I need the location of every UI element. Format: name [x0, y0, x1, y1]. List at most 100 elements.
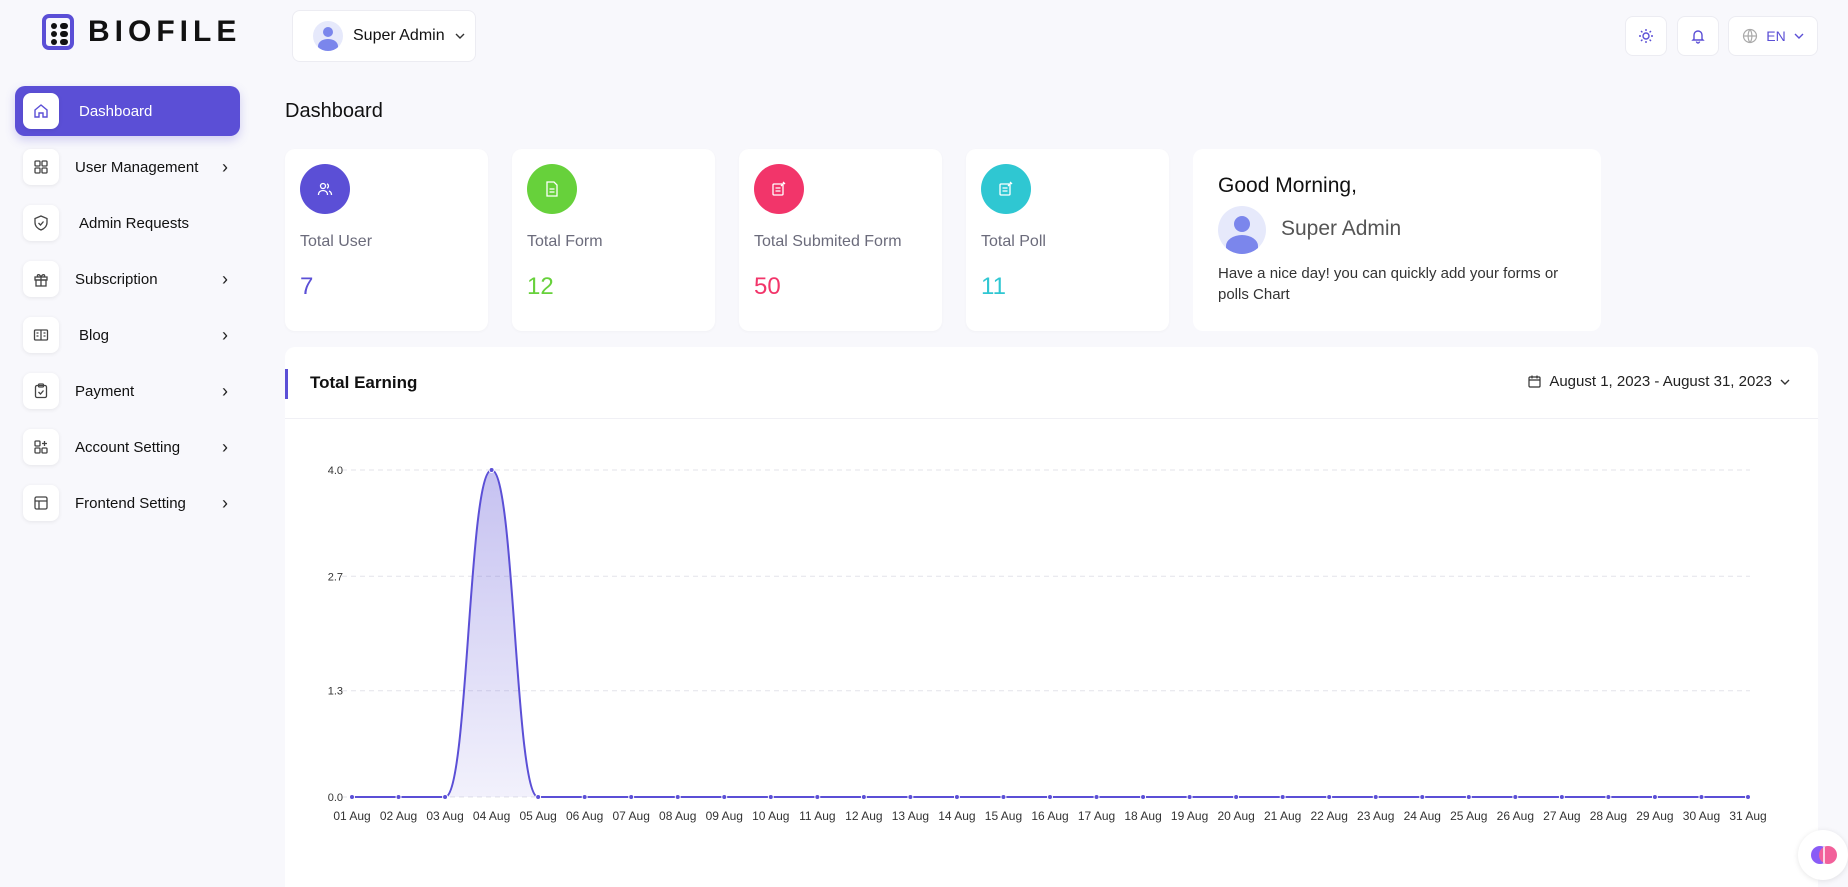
user-name: Super Admin: [353, 27, 445, 44]
grid-icon: [23, 149, 59, 185]
sidebar-item-label: Dashboard: [79, 102, 153, 120]
x-tick-label: 14 Aug: [938, 809, 975, 823]
blog-icon: [23, 317, 59, 353]
data-point: [1186, 794, 1193, 800]
data-point: [814, 794, 821, 800]
x-tick-label: 30 Aug: [1683, 809, 1720, 823]
data-point: [767, 794, 774, 800]
data-point: [1465, 794, 1472, 800]
brand-logo[interactable]: BIOFILE: [42, 14, 241, 50]
gift-icon: [23, 261, 59, 297]
data-point: [395, 794, 402, 800]
x-tick-label: 17 Aug: [1078, 809, 1115, 823]
title-accent-bar: [285, 369, 288, 399]
x-tick-label: 01 Aug: [333, 809, 370, 823]
sidebar-item-payment[interactable]: Payment ›: [15, 366, 240, 416]
sidebar-item-dashboard[interactable]: Dashboard: [15, 86, 240, 136]
y-tick-label: 2.7: [328, 571, 343, 583]
data-point: [442, 794, 449, 800]
chevron-right-icon: ›: [222, 324, 228, 345]
x-tick-label: 03 Aug: [426, 809, 463, 823]
stat-label: Total User: [300, 233, 373, 250]
language-dropdown[interactable]: EN: [1728, 16, 1818, 56]
chevron-right-icon: ›: [222, 268, 228, 289]
clipboard-check-icon: [23, 373, 59, 409]
x-tick-label: 13 Aug: [892, 809, 929, 823]
stat-label: Total Submited Form: [754, 233, 902, 250]
greeting-message: Have a nice day! you can quickly add you…: [1218, 265, 1559, 303]
data-point: [1279, 794, 1286, 800]
chevron-down-icon: [1780, 379, 1790, 385]
date-range-picker[interactable]: August 1, 2023 - August 31, 2023: [1528, 373, 1790, 390]
sidebar-item-label: Blog: [79, 326, 110, 344]
stat-label: Total Form: [527, 233, 603, 250]
total-earning-card: Total Earning August 1, 2023 - August 31…: [285, 347, 1818, 887]
x-tick-label: 10 Aug: [752, 809, 789, 823]
y-tick-label: 1.3: [328, 686, 343, 698]
sidebar-item-account-setting[interactable]: Account Setting ›: [15, 422, 240, 472]
x-tick-label: 28 Aug: [1590, 809, 1627, 823]
data-point: [674, 794, 681, 800]
brand-name: BIOFILE: [88, 15, 242, 48]
y-tick-label: 4.0: [328, 465, 343, 477]
data-point: [1605, 794, 1612, 800]
stat-label: Total Poll: [981, 233, 1046, 250]
layout-icon: [23, 485, 59, 521]
sidebar-item-frontend-setting[interactable]: Frontend Setting ›: [15, 478, 240, 528]
x-tick-label: 12 Aug: [845, 809, 882, 823]
assistant-widget-button[interactable]: [1798, 830, 1848, 880]
x-tick-label: 27 Aug: [1543, 809, 1580, 823]
x-tick-label: 02 Aug: [380, 809, 417, 823]
sidebar-item-subscription[interactable]: Subscription ›: [15, 254, 240, 304]
data-point: [1651, 794, 1658, 800]
earning-header: Total Earning August 1, 2023 - August 31…: [285, 347, 1818, 419]
chevron-right-icon: ›: [222, 156, 228, 177]
calendar-icon: [1528, 375, 1541, 388]
x-tick-label: 23 Aug: [1357, 809, 1394, 823]
x-tick-label: 21 Aug: [1264, 809, 1301, 823]
user-menu-dropdown[interactable]: Super Admin: [292, 10, 476, 62]
brain-icon: [1811, 846, 1837, 864]
sidebar-item-admin-requests[interactable]: Admin Requests: [15, 198, 240, 248]
stat-card-total-submitted-form: Total Submited Form 50: [739, 149, 942, 331]
home-icon: [23, 93, 59, 129]
chevron-right-icon: ›: [222, 492, 228, 513]
sidebar-item-label: Admin Requests: [79, 214, 190, 232]
earning-chart: 0.0 1.3 2.7 4.0 01 Aug 02 Aug 03 Aug 04 Aug 05 A…: [328, 465, 1767, 823]
form-submit-icon: [754, 164, 804, 214]
bell-icon: [1691, 30, 1705, 44]
x-tick-label: 07 Aug: [613, 809, 650, 823]
data-point: [1093, 794, 1100, 800]
x-tick-label: 06 Aug: [566, 809, 603, 823]
data-point: [349, 794, 355, 800]
x-tick-label: 16 Aug: [1031, 809, 1068, 823]
x-tick-label: 04 Aug: [473, 809, 510, 823]
x-tick-label: 22 Aug: [1311, 809, 1348, 823]
poll-icon: [981, 164, 1031, 214]
x-tick-label: 25 Aug: [1450, 809, 1487, 823]
data-point: [1419, 794, 1426, 800]
data-point: [581, 794, 588, 800]
data-point: [1326, 794, 1333, 800]
shield-check-icon: [23, 205, 59, 241]
sidebar-item-blog[interactable]: Blog ›: [15, 310, 240, 360]
sidebar-item-user-management[interactable]: User Management ›: [15, 142, 240, 192]
data-point: [1558, 794, 1565, 800]
greeting-title: Good Morning,: [1218, 174, 1357, 197]
notification-button[interactable]: [1677, 16, 1719, 56]
greeting-card: Good Morning, Super Admin Have a nice da…: [1193, 149, 1601, 331]
y-tick-label: 0.0: [328, 792, 343, 804]
theme-toggle-button[interactable]: [1625, 16, 1667, 56]
data-point: [1233, 794, 1240, 800]
x-tick-label: 09 Aug: [706, 809, 743, 823]
x-tick-label: 31 Aug: [1729, 809, 1766, 823]
data-point: [721, 794, 728, 800]
stat-card-total-form: Total Form 12: [512, 149, 715, 331]
page-title: Dashboard: [285, 100, 383, 122]
data-point: [1745, 794, 1751, 800]
earning-title: Total Earning: [310, 373, 418, 392]
language-label: EN: [1766, 28, 1786, 44]
data-point: [535, 794, 542, 800]
data-point: [1698, 794, 1705, 800]
data-point: [488, 467, 495, 473]
